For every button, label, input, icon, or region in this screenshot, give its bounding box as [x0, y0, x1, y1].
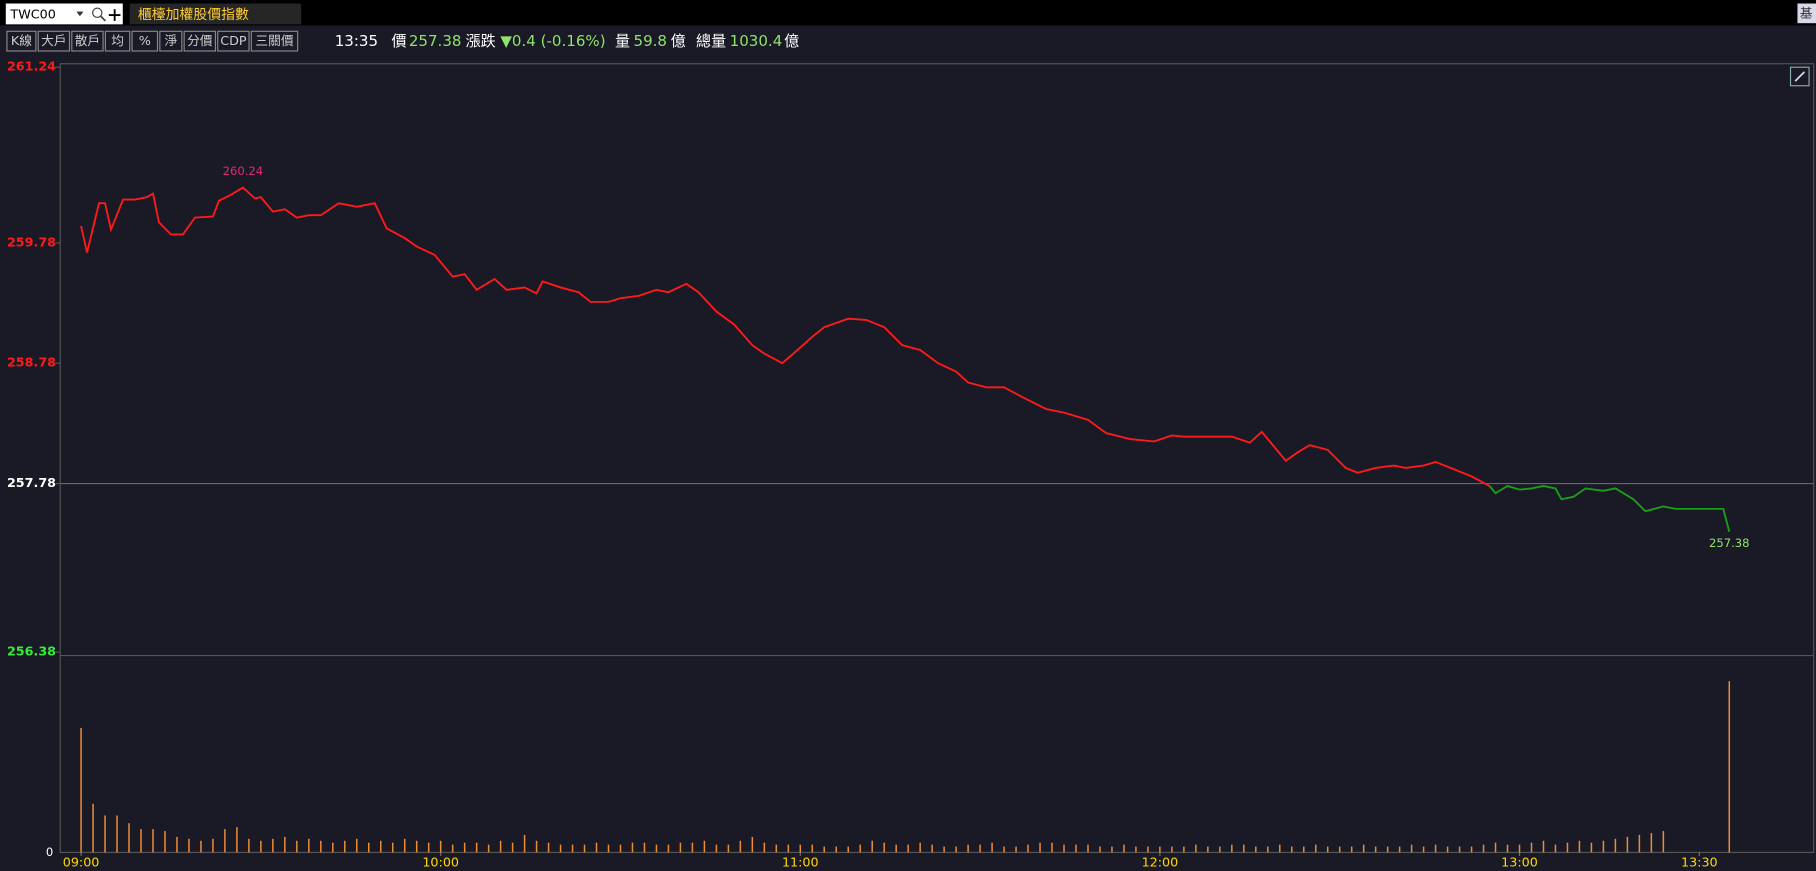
y-tick-label: 258.78 — [7, 356, 56, 371]
total-label: 總量 — [696, 32, 726, 50]
price-line — [80, 186, 1490, 487]
total: 1030.4 — [730, 32, 783, 50]
y-tick-label: 257.78 — [7, 476, 56, 491]
dropdown-arrow[interactable] — [76, 11, 84, 17]
x-tick-label: 09:00 — [63, 855, 100, 870]
search-icon[interactable] — [92, 7, 103, 18]
price-label: 價 — [391, 32, 406, 50]
total-unit: 億 — [784, 32, 799, 50]
symbol-name: 櫃檯加權股價指數 — [138, 7, 249, 23]
toolbar-button[interactable] — [6, 30, 37, 52]
y-tick-label: 261.24 — [7, 60, 56, 75]
add-button[interactable] — [108, 9, 121, 21]
toolbar-button[interactable] — [37, 30, 71, 52]
price: 257.38 — [409, 32, 462, 50]
toolbar-button[interactable] — [183, 30, 216, 52]
toolbar-button-label: CDP — [220, 34, 247, 49]
toolbar-button[interactable] — [71, 30, 104, 52]
toolbar-button-label: 散戶 — [75, 34, 100, 49]
toolbar-button-label: 淨 — [164, 34, 177, 49]
price-line — [1488, 484, 1731, 532]
name-box — [129, 3, 302, 25]
x-tick-label: 10:00 — [422, 855, 459, 870]
quote-time: 13:35 — [335, 32, 378, 50]
toolbar-button[interactable] — [217, 30, 250, 52]
change-label: 漲跌 — [466, 32, 496, 50]
annotation: 260.24 — [223, 164, 264, 178]
toolbar-button[interactable] — [104, 30, 131, 52]
annotation: 257.38 — [1709, 536, 1750, 550]
symbol-input[interactable] — [5, 3, 123, 25]
change: ▼0.4 (-0.16%) — [500, 32, 605, 50]
toolbar-button-label: % — [139, 34, 151, 49]
toolbar-button[interactable] — [250, 30, 299, 52]
symbol: TWC00 — [9, 8, 55, 23]
x-tick-label: 13:00 — [1501, 855, 1538, 870]
toolbar-button-label: 分價 — [187, 34, 213, 49]
corner-label: 基 — [1800, 6, 1813, 21]
toolbar-button[interactable] — [131, 30, 159, 52]
y-tick-label: 256.38 — [7, 645, 56, 660]
link-button[interactable] — [1789, 66, 1810, 87]
search-icon-handle — [100, 15, 107, 22]
x-tick-label: 11:00 — [782, 855, 819, 870]
volume-tick-label: 0 — [46, 845, 53, 859]
plot-frame — [59, 63, 1815, 854]
corner-button[interactable] — [1797, 3, 1816, 24]
y-tick-label: 259.78 — [7, 235, 56, 250]
toolbar-button[interactable] — [159, 30, 183, 52]
top-bar — [0, 0, 1816, 26]
x-tick-label: 12:00 — [1142, 855, 1179, 870]
toolbar-button-label: 三關價 — [255, 34, 293, 49]
toolbar-buttons: K線 大戶 散戶均% 淨分價 CDP 三關價 — [6, 30, 299, 52]
toolbar-button-label: 大戶 — [41, 34, 66, 49]
toolbar-button-label: K線 — [11, 33, 32, 49]
volume-unit: 億 — [671, 32, 686, 50]
x-tick-label: 13:30 — [1681, 855, 1718, 870]
quote-row: 13:35 價 257.38 漲跌 ▼0.4 (-0.16%) 量 59.8 億… — [335, 32, 799, 50]
volume: 59.8 — [634, 32, 668, 50]
link-icon — [1794, 71, 1806, 82]
toolbar-button-label: 均 — [111, 34, 124, 49]
volume-label: 量 — [615, 32, 630, 50]
